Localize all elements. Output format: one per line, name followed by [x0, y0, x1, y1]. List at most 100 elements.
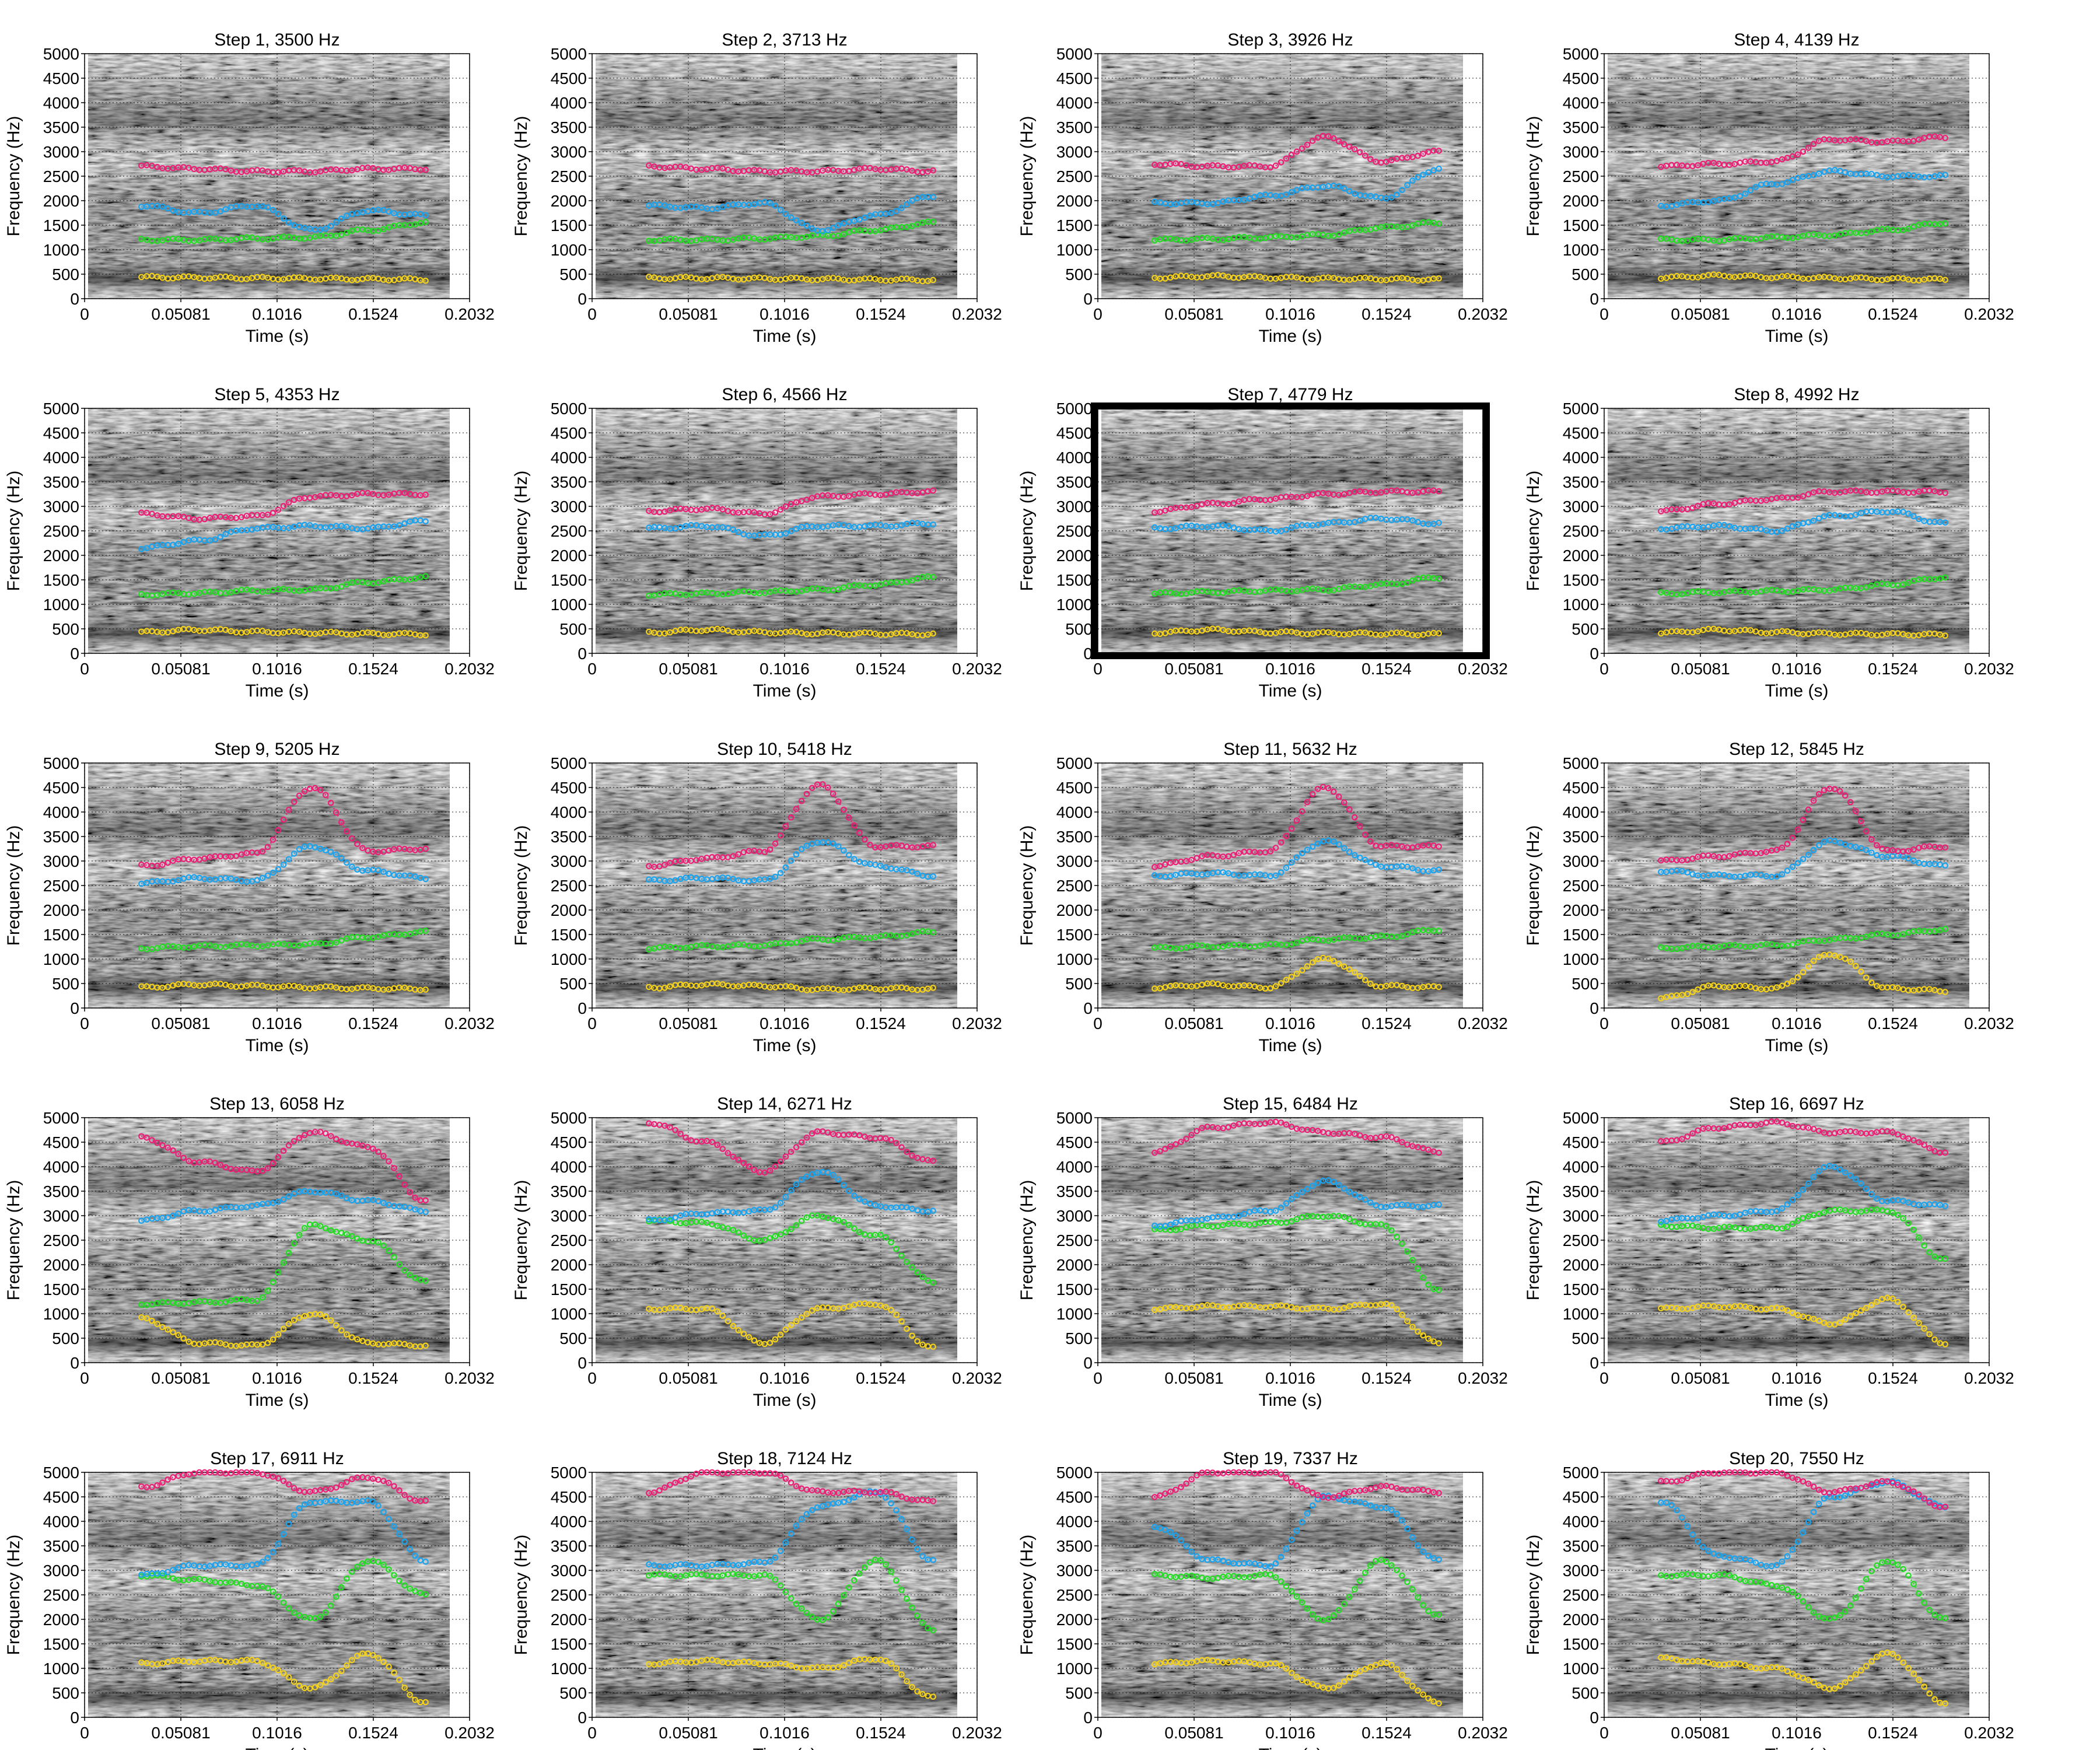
y-tick-label: 500: [1572, 1329, 1599, 1348]
x-tick-label: 0: [80, 305, 89, 323]
y-tick-label: 2500: [1056, 167, 1093, 186]
spectrogram-shading: [596, 408, 957, 653]
y-tick-label: 0: [1590, 1354, 1599, 1372]
y-tick-label: 5000: [43, 1464, 79, 1482]
x-axis-label: Time (s): [246, 1036, 309, 1055]
x-tick-label: 0.05081: [1164, 1369, 1223, 1387]
panel-step-9: 0500100015002000250030003500400045005000…: [4, 740, 495, 1055]
y-tick-label: 1000: [551, 1305, 587, 1323]
y-tick-label: 0: [70, 999, 79, 1017]
y-tick-label: 1000: [43, 241, 79, 259]
x-tick-label: 0.05081: [151, 305, 210, 323]
y-tick-label: 3000: [1056, 1207, 1093, 1225]
x-tick-label: 0.2032: [1458, 305, 1508, 323]
y-tick-label: 3500: [43, 1537, 79, 1555]
x-tick-label: 0.05081: [151, 660, 210, 678]
y-tick-label: 4500: [43, 1488, 79, 1506]
y-tick-label: 3000: [551, 852, 587, 870]
y-tick-label: 1500: [1563, 1280, 1599, 1298]
x-tick-label: 0: [1600, 1014, 1609, 1032]
x-tick-label: 0.1016: [1265, 660, 1315, 678]
x-tick-label: 0.1524: [856, 660, 906, 678]
spectrogram-shading: [1101, 408, 1463, 653]
y-tick-label: 4500: [1563, 69, 1599, 88]
y-tick-label: 500: [559, 620, 587, 638]
y-tick-label: 1000: [43, 1305, 79, 1323]
panel-title: Step 14, 6271 Hz: [717, 1094, 852, 1114]
x-tick-label: 0.1524: [1868, 1014, 1918, 1032]
y-tick-label: 1500: [551, 1635, 587, 1653]
y-tick-label: 4500: [43, 424, 79, 442]
y-tick-label: 3500: [1056, 828, 1093, 846]
panel-step-13: 0 500 1000 1500 2000 2500 3000 3500 4000 4500 5000…: [4, 1094, 495, 1410]
y-tick-label: 500: [52, 620, 79, 638]
y-tick-label: 1000: [43, 950, 79, 968]
y-tick-label: 3000: [1056, 498, 1093, 516]
spectrogram-shading: [1608, 763, 1969, 1008]
y-tick-label: 2000: [1563, 901, 1599, 919]
x-tick-label: 0.2032: [1964, 1014, 2014, 1032]
y-tick-label: 0: [70, 290, 79, 308]
y-tick-label: 3500: [43, 1182, 79, 1200]
y-tick-label: 3500: [1563, 828, 1599, 846]
x-axis-label: Time (s): [246, 1391, 309, 1410]
y-tick-label: 4500: [1056, 779, 1093, 797]
y-tick-label: 4500: [1056, 69, 1093, 88]
x-tick-label: 0.05081: [151, 1014, 210, 1032]
y-tick-label: 2500: [1563, 167, 1599, 186]
x-tick-label: 0.1524: [348, 1014, 398, 1032]
x-tick-label: 0.1016: [1772, 660, 1822, 678]
y-tick-label: 2500: [551, 522, 587, 540]
x-tick-label: 0.1524: [1362, 305, 1412, 323]
y-tick-label: 1500: [1056, 1280, 1093, 1298]
panel-title: Step 13, 6058 Hz: [209, 1094, 345, 1114]
y-tick-label: 3000: [43, 1207, 79, 1225]
x-tick-label: 0.2032: [444, 1014, 495, 1032]
panel-step-17: 0500100015002000250030003500400045005000…: [4, 1449, 495, 1750]
y-tick-label: 4500: [1563, 1133, 1599, 1152]
x-tick-label: 0.05081: [151, 1369, 210, 1387]
x-tick-label: 0: [80, 660, 89, 678]
y-tick-label: 2000: [1563, 192, 1599, 210]
y-axis-label: Frequency (Hz): [1524, 825, 1543, 946]
y-tick-label: 4000: [43, 449, 79, 467]
y-tick-label: 2000: [1056, 192, 1093, 210]
y-tick-label: 4500: [1563, 779, 1599, 797]
x-tick-label: 0: [1093, 660, 1102, 678]
x-tick-label: 0.2032: [444, 660, 495, 678]
x-tick-label: 0.1016: [252, 1369, 302, 1387]
panel-step-1: 0500100015002000250030003500400045005000…: [4, 30, 495, 346]
y-tick-label: 1500: [1563, 571, 1599, 589]
y-tick-label: 4500: [551, 424, 587, 442]
panel-step-2: 0 500 1000 1500 2000 2500 3000 3500 4000 4500 5000…: [512, 30, 1002, 346]
y-tick-label: 4000: [43, 94, 79, 112]
panel-step-14: 0500100015002000250030003500400045005000…: [512, 1094, 1002, 1410]
y-axis-label: Frequency (Hz): [4, 825, 23, 946]
x-tick-label: 0.2032: [444, 1369, 495, 1387]
x-tick-label: 0.2032: [952, 1724, 1002, 1742]
x-tick-label: 0.2032: [444, 305, 495, 323]
y-tick-label: 3500: [551, 473, 587, 491]
y-tick-label: 2000: [1056, 901, 1093, 919]
y-axis-label: Frequency (Hz): [1524, 116, 1543, 237]
spectrogram-shading: [88, 1118, 450, 1363]
panel-step-7: 0500100015002000250030003500400045005000…: [1017, 385, 1508, 701]
y-tick-label: 1500: [43, 1635, 79, 1653]
x-axis-label: Time (s): [1765, 681, 1829, 701]
x-axis-label: Time (s): [1765, 1036, 1829, 1055]
y-tick-label: 1500: [551, 926, 587, 944]
y-tick-label: 500: [559, 975, 587, 993]
y-tick-label: 1000: [1056, 241, 1093, 259]
panel-title: Step 15, 6484 Hz: [1223, 1094, 1358, 1114]
y-tick-label: 500: [52, 1329, 79, 1348]
y-tick-label: 0: [70, 1709, 79, 1727]
panel-title: Step 7, 4779 Hz: [1227, 385, 1353, 404]
y-tick-label: 5000: [1056, 45, 1093, 63]
x-tick-label: 0: [587, 1014, 597, 1032]
y-tick-label: 3500: [1056, 1182, 1093, 1200]
panel-step-6: 0500100015002000250030003500400045005000…: [512, 385, 1002, 701]
x-tick-label: 0.1524: [1868, 1369, 1918, 1387]
panel-step-5: 0500100015002000250030003500400045005000…: [4, 385, 495, 701]
x-tick-label: 0: [80, 1724, 89, 1742]
spectrogram-shading: [596, 54, 957, 299]
